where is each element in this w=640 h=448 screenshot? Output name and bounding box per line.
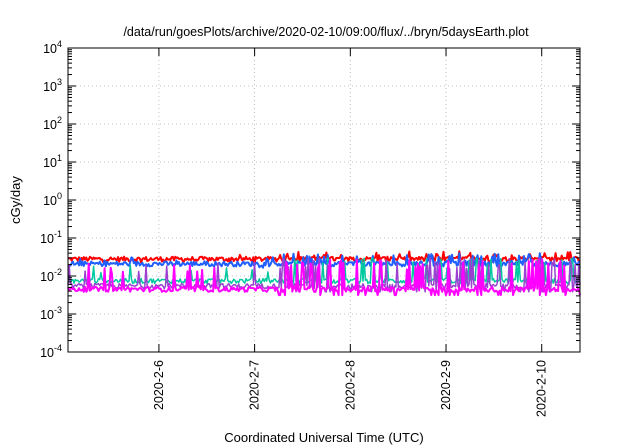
x-ticks: 2020-2-6 2020-2-7 2020-2-8 2020-2-9 2020-2-1… [152, 48, 549, 417]
y-axis-label: cGy/day [8, 176, 23, 224]
x-tick-label: 2020-2-6 [152, 360, 166, 410]
grid [68, 48, 580, 352]
y-tick-label: 100 [43, 191, 62, 208]
y-tick-label: 104 [43, 39, 62, 56]
y-tick-label: 10-3 [40, 305, 62, 322]
x-tick-label: 2020-2-10 [535, 360, 549, 417]
x-tick-label: 2020-2-7 [248, 360, 262, 410]
y-tick-label: 10-2 [40, 267, 62, 284]
y-tick-label: 101 [43, 153, 62, 170]
y-tick-label: 10-4 [40, 343, 62, 360]
x-tick-label: 2020-2-9 [439, 360, 453, 410]
y-tick-label: 102 [43, 115, 62, 132]
chart-title: /data/run/goesPlots/archive/2020-02-10/0… [123, 25, 529, 39]
series-group [67, 250, 581, 297]
y-tick-label: 10-1 [40, 229, 62, 246]
x-axis-label: Coordinated Universal Time (UTC) [224, 430, 423, 445]
y-ticks: 10-4 10-3 10-2 10-1 100 101 102 103 104 [40, 39, 580, 360]
y-tick-label: 103 [43, 77, 62, 94]
series-line [67, 252, 581, 269]
series-line [67, 258, 581, 297]
x-tick-label: 2020-2-8 [343, 360, 357, 410]
series-line [67, 257, 581, 285]
